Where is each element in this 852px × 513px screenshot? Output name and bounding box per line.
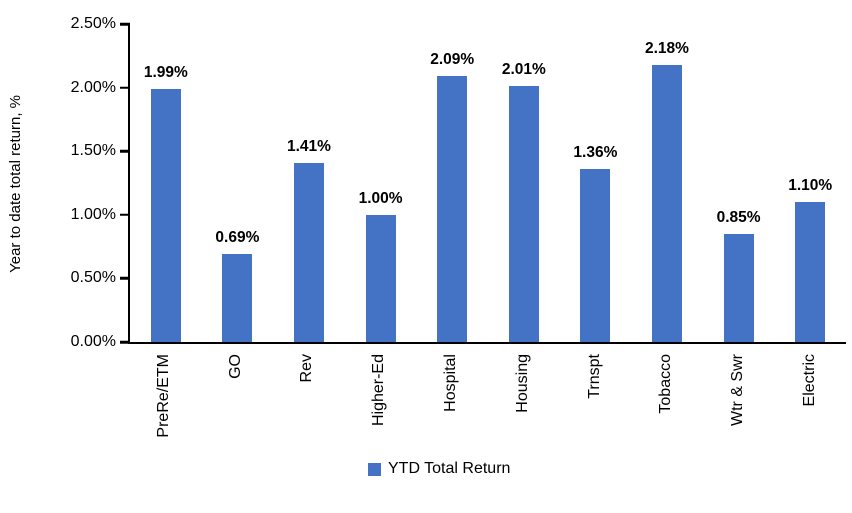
bar-value-label: 1.36% [573,144,618,162]
x-category-label: Tobacco [657,354,675,414]
bar [651,64,682,342]
y-tick-label: 1.50% [70,142,116,160]
x-category-slot: PreRe/ETM [128,348,200,460]
bar [293,162,324,342]
bar-slot: 1.99% [130,24,202,342]
bar-slot: 2.09% [416,24,488,342]
bar-value-label: 1.00% [358,189,403,207]
bar-value-label: 1.10% [788,177,833,195]
x-category-slot: Rev [272,348,344,460]
bar [580,169,611,342]
x-category-slot: Hospital [415,348,487,460]
y-tick-mark [120,22,130,26]
y-axis-tick-labels: 0.00% 0.50% 1.00% 1.50% 2.00% 2.50% [0,15,116,350]
x-category-label: Wtr & Swr [729,354,747,426]
y-tick-label: 2.50% [70,15,116,32]
bar-slot: 2.18% [631,24,703,342]
x-category-label: Hospital [442,354,460,412]
bar [222,254,253,342]
legend-label: YTD Total Return [388,460,511,477]
x-category-label: GO [226,354,244,379]
legend-swatch [368,462,381,476]
legend: YTD Total Return [368,460,510,478]
x-category-slot: Trnspt [559,348,631,460]
x-category-label: Electric [801,354,819,407]
x-category-slot: Tobacco [631,348,703,460]
bar [723,233,754,342]
x-category-label: Trnspt [585,354,603,399]
bar-slot: 1.10% [774,24,846,342]
bar-value-label: 2.09% [430,51,475,69]
bar-slot: 2.01% [488,24,560,342]
bar-value-label: 0.69% [215,229,260,247]
y-tick-label: 0.00% [70,333,116,350]
x-category-slot: Housing [487,348,559,460]
bar [795,202,826,342]
bar [150,88,181,342]
bar-value-label: 2.18% [645,39,689,57]
y-tick-label: 0.50% [70,269,116,287]
bar [437,76,468,342]
x-category-slot: GO [200,348,272,460]
bar-slot: 0.85% [703,24,775,342]
y-tick-label: 1.00% [70,205,116,223]
bar [508,86,539,342]
bar-slot: 0.69% [202,24,274,342]
x-category-slot: Higher-Ed [343,348,415,460]
x-axis-labels: PreRe/ETM GO Rev Higher-Ed Hospital Housing Tr… [128,348,846,460]
x-category-label: Housing [513,354,531,413]
y-tick-mark [120,340,130,344]
plot-area: 1.99% 0.69% 1.41% 1.00% 2.09% 2.01% 1.36% 2.18%… [120,22,846,344]
bar-slot: 1.00% [345,24,417,342]
x-category-label: PreRe/ETM [154,354,172,438]
bar-slot: 1.41% [273,24,345,342]
bar-value-label: 2.01% [501,61,546,79]
bar-value-label: 0.85% [716,208,761,226]
bar-slot: 1.36% [560,24,632,342]
y-tick-mark [120,86,130,89]
y-tick-mark [120,277,130,280]
bar [365,214,396,342]
x-category-label: Higher-Ed [370,354,388,427]
y-tick-mark [120,213,130,217]
x-category-slot: Electric [774,348,846,460]
bar-value-label: 1.99% [143,63,188,81]
bar-value-label: 1.41% [287,137,331,155]
y-tick-label: 2.00% [70,78,116,96]
x-category-slot: Wtr & Swr [702,348,774,460]
x-category-label: Rev [298,354,316,383]
y-tick-mark [120,149,130,153]
